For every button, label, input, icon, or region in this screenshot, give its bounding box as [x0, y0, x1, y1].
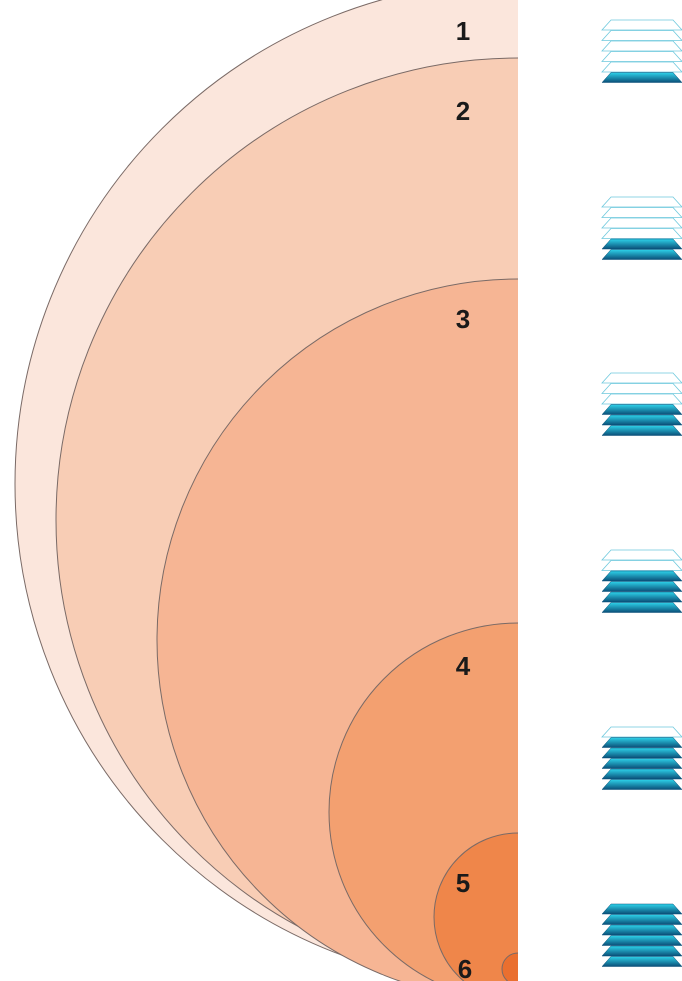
filled-layer — [601, 779, 682, 790]
level-labels: 1 2 3 4 5 6 — [456, 16, 472, 981]
circle-group — [14, 0, 518, 981]
filled-layer — [601, 914, 682, 925]
empty-layer — [601, 51, 682, 62]
empty-layer — [601, 549, 682, 561]
level-5-circle — [433, 832, 518, 981]
stacked-layers-icon — [601, 726, 682, 790]
empty-layer — [601, 217, 682, 229]
filled-layer — [601, 602, 682, 613]
filled-layer — [601, 737, 682, 748]
stacked-layers-icon — [601, 19, 682, 83]
filled-layer — [601, 768, 682, 780]
filled-layer — [601, 404, 682, 415]
empty-layer — [601, 726, 682, 738]
filled-layer — [601, 72, 682, 83]
empty-layer — [601, 30, 682, 41]
level-1-label: 1 — [456, 16, 470, 46]
filled-layer — [601, 935, 682, 946]
level-4-label: 4 — [456, 651, 471, 681]
level-3-label: 3 — [456, 304, 470, 334]
stacked-layers-icon — [601, 903, 682, 967]
level-5-label: 5 — [456, 868, 470, 898]
empty-layer — [601, 196, 682, 208]
filled-layer — [601, 570, 682, 582]
filled-layer — [601, 591, 682, 603]
level-6-circle — [501, 952, 518, 981]
filled-layer — [601, 581, 682, 592]
empty-layer — [601, 560, 682, 571]
filled-layer — [601, 414, 682, 426]
stacked-layers-icon — [601, 549, 682, 613]
stacked-layers-icon — [601, 196, 682, 260]
filled-layer — [601, 903, 682, 915]
empty-layer — [601, 40, 682, 52]
stacked-layers-icon — [601, 372, 682, 436]
empty-layer — [601, 61, 682, 73]
filled-layer — [601, 238, 682, 250]
filled-layer — [601, 945, 682, 957]
empty-layer — [601, 393, 682, 405]
filled-layer — [601, 747, 682, 759]
filled-layer — [601, 758, 682, 769]
filled-layer — [601, 924, 682, 936]
filled-layer — [601, 956, 682, 967]
level-2-label: 2 — [456, 96, 470, 126]
empty-layer — [601, 228, 682, 239]
empty-layer — [601, 207, 682, 218]
empty-layer — [601, 383, 682, 394]
filled-layer — [601, 425, 682, 436]
filled-layer — [601, 249, 682, 260]
empty-layer — [601, 19, 682, 31]
empty-layer — [601, 372, 682, 384]
layer-icons — [601, 19, 682, 967]
level-6-label: 6 — [458, 954, 472, 981]
